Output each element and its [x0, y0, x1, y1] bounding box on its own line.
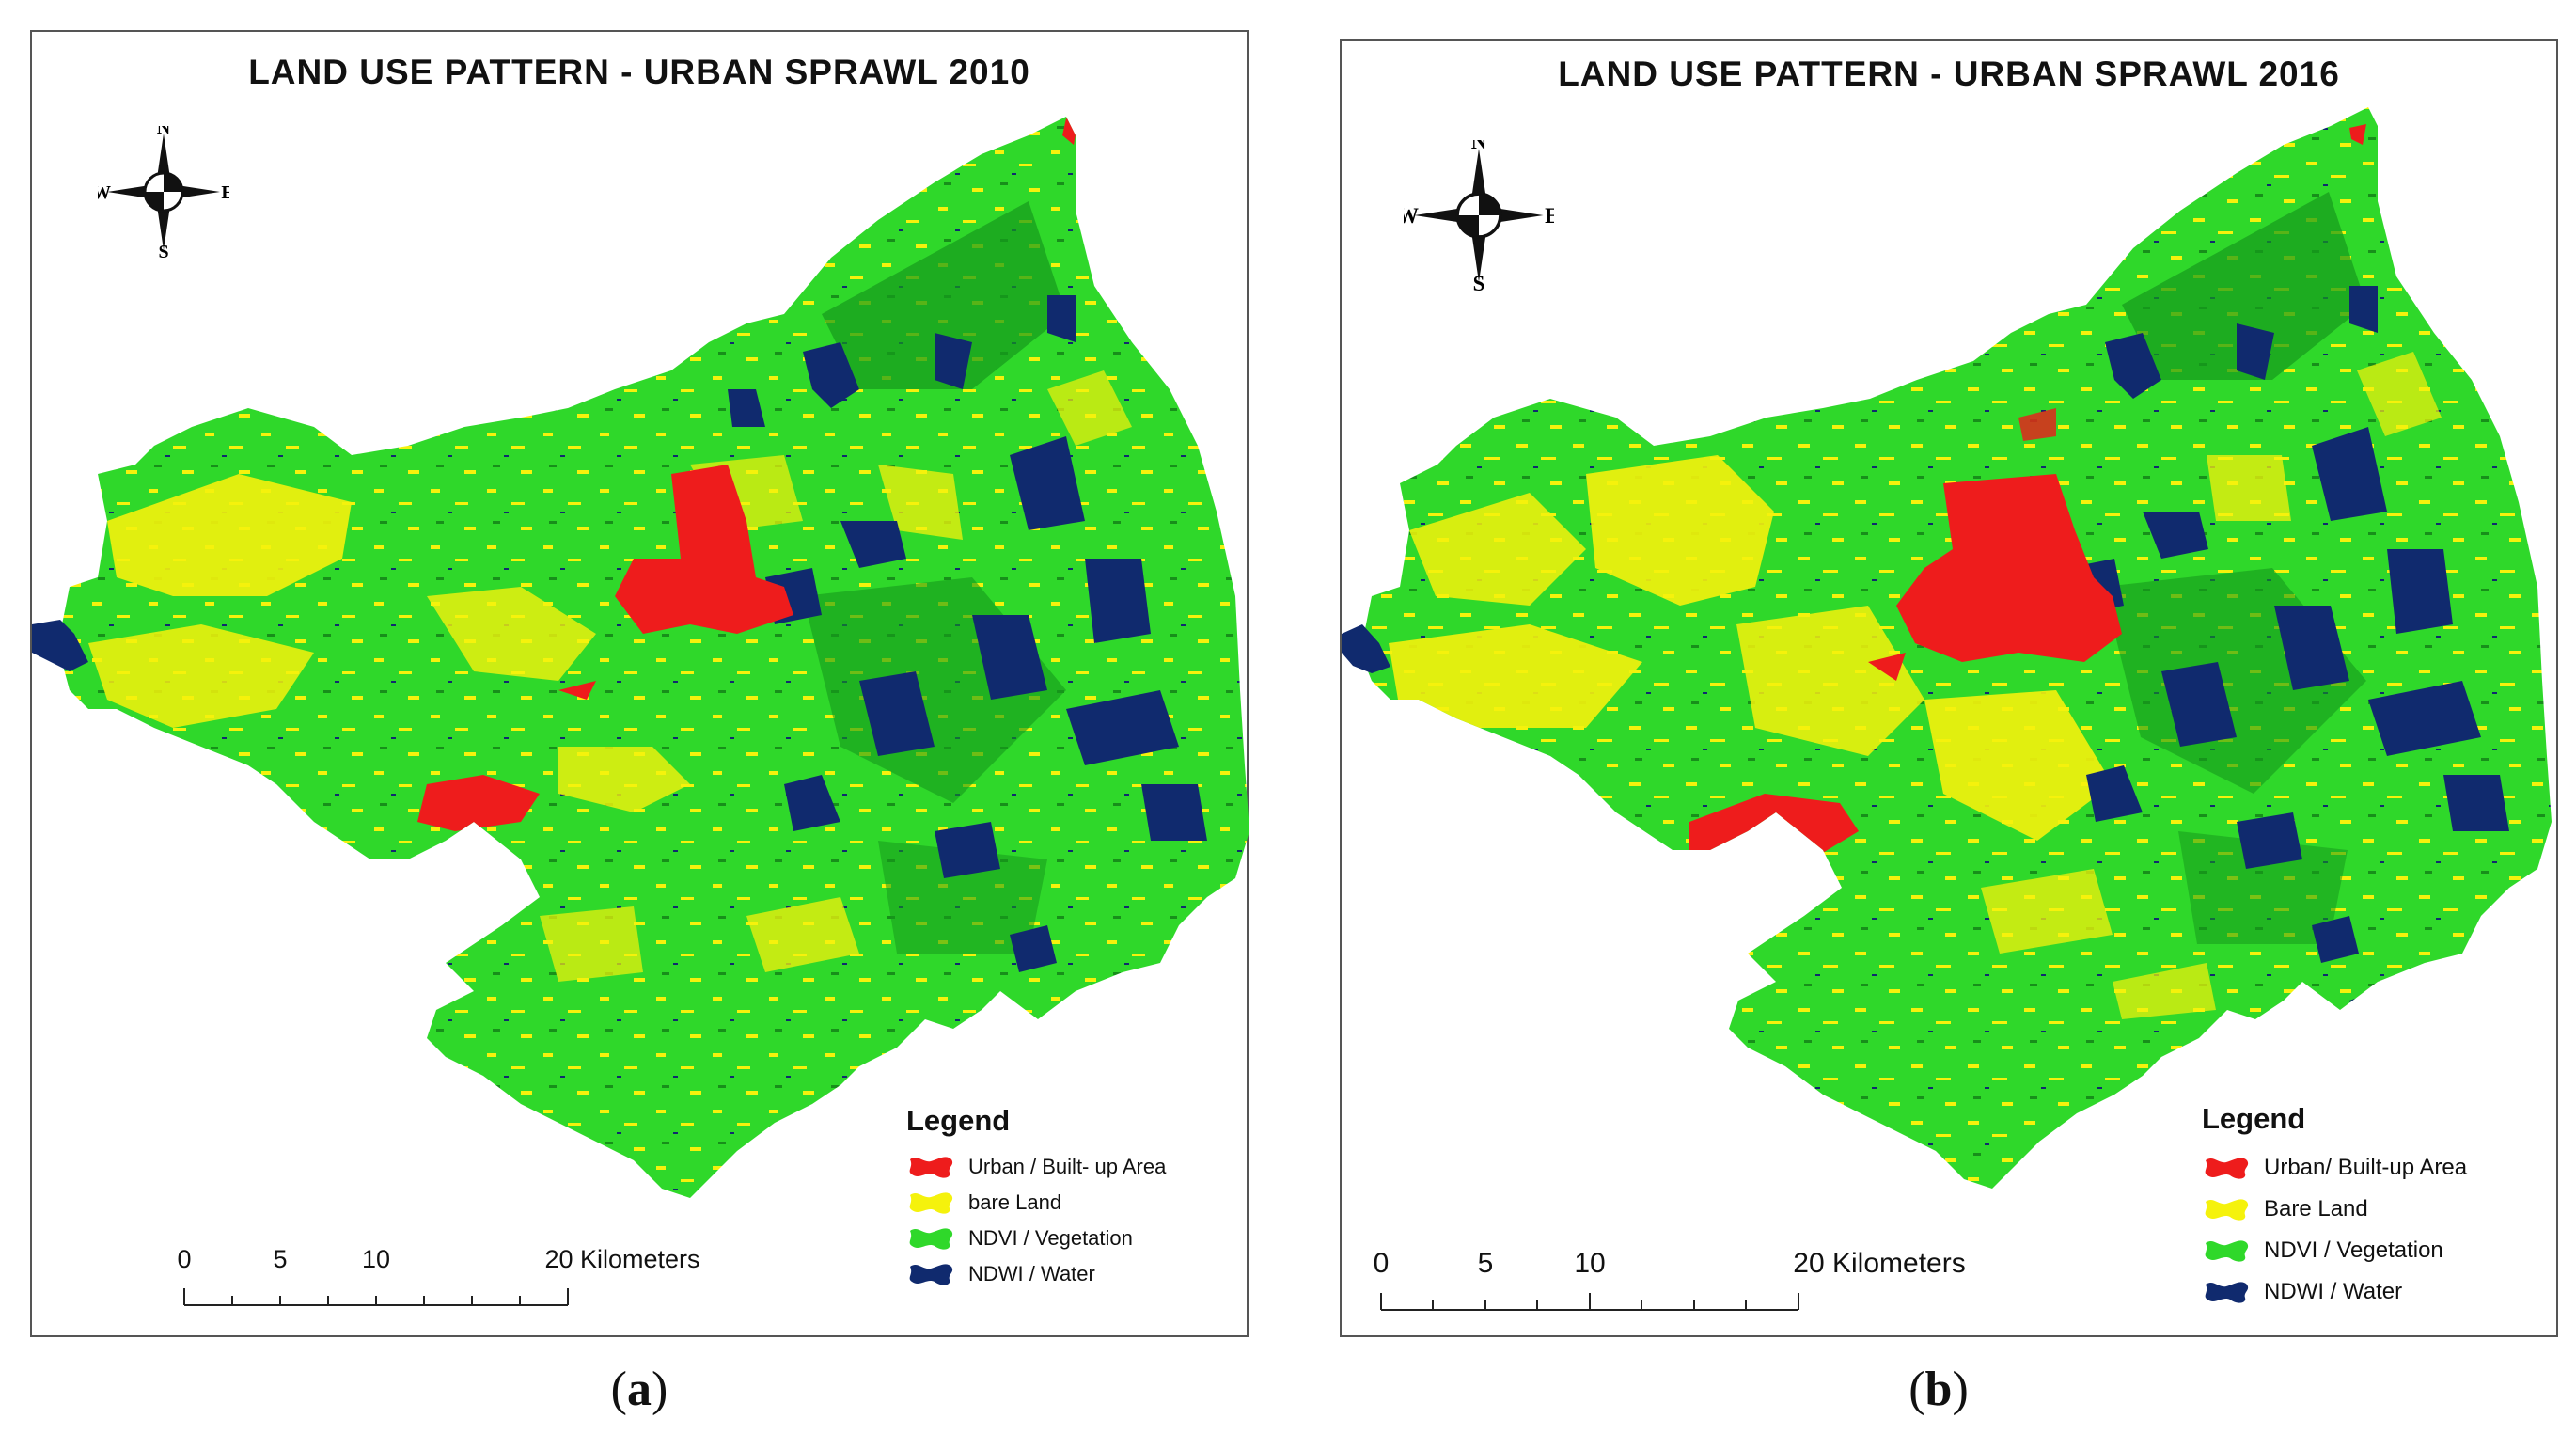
- legend-item-vegetation: NDVI / Vegetation: [2202, 1230, 2467, 1271]
- map-panel-a: LAND USE PATTERN - URBAN SPRAWL 2010 N S…: [30, 30, 1249, 1337]
- scale-tick-10: 10: [361, 1245, 391, 1273]
- compass-n: N: [1471, 140, 1487, 153]
- blob-swatch-icon: [909, 1228, 953, 1250]
- scale-ruler: [183, 1288, 569, 1306]
- scale-tick-0: 0: [177, 1245, 192, 1273]
- map-panel-b: LAND USE PATTERN - URBAN SPRAWL 2016 N S…: [1340, 39, 2558, 1337]
- land-use-map-2016: [1342, 107, 2552, 1189]
- scale-end-label: 20 Kilometers: [544, 1245, 700, 1273]
- map-title: LAND USE PATTERN - URBAN SPRAWL 2016: [1558, 55, 2340, 93]
- legend-label: NDWI / Water: [2264, 1279, 2403, 1304]
- legend-label: NDVI / Vegetation: [2264, 1237, 2443, 1263]
- blob-swatch-icon: [909, 1192, 953, 1214]
- blob-swatch-icon: [2205, 1199, 2249, 1221]
- scale-tick-10: 10: [1574, 1248, 1606, 1279]
- legend-item-water: NDWI / Water: [906, 1256, 1166, 1292]
- map-title: LAND USE PATTERN - URBAN SPRAWL 2010: [248, 53, 1030, 91]
- scale-end-label: 20 Kilometers: [1793, 1248, 1966, 1279]
- blob-swatch-icon: [2205, 1282, 2249, 1303]
- compass-s: S: [1473, 272, 1485, 291]
- compass-e: E: [221, 182, 229, 203]
- caption-b: (b): [1908, 1363, 1969, 1416]
- compass-e: E: [1545, 204, 1554, 228]
- scale-tick-5: 5: [1477, 1248, 1494, 1279]
- legend-label: Urban/ Built-up Area: [2264, 1155, 2468, 1180]
- compass-s: S: [158, 242, 168, 258]
- blob-swatch-icon: [2205, 1158, 2249, 1179]
- legend-title: Legend: [2202, 1102, 2306, 1135]
- legend-item-bare: bare Land: [906, 1185, 1166, 1221]
- legend-item-bare: Bare Land: [2202, 1189, 2467, 1230]
- legend: Legend Urban/ Built-up Area Bare Land ND…: [2202, 1102, 2467, 1313]
- scale-bar: 0 5 10 20 Kilometers: [1351, 1248, 1966, 1323]
- legend: Legend Urban / Built- up Area bare Land …: [906, 1104, 1166, 1292]
- legend-item-vegetation: NDVI / Vegetation: [906, 1221, 1166, 1256]
- legend-item-urban: Urban/ Built-up Area: [2202, 1147, 2467, 1189]
- legend-label: Urban / Built- up Area: [968, 1155, 1167, 1178]
- scale-tick-0: 0: [1373, 1248, 1390, 1279]
- scale-bar: 0 5 10 20 Kilometers: [154, 1245, 700, 1320]
- scale-tick-5: 5: [273, 1245, 288, 1273]
- scale-ruler: [1380, 1293, 1799, 1311]
- land-use-map-2010: [32, 117, 1249, 1198]
- blob-swatch-icon: [909, 1157, 953, 1178]
- compass-rose-icon: N S W E: [1404, 140, 1554, 291]
- legend-label: NDVI / Vegetation: [968, 1226, 1133, 1250]
- compass-n: N: [157, 126, 171, 138]
- legend-label: bare Land: [968, 1190, 1062, 1214]
- compass-rose-icon: N S W E: [98, 126, 229, 258]
- legend-item-water: NDWI / Water: [2202, 1271, 2467, 1313]
- legend-title: Legend: [906, 1104, 1011, 1137]
- legend-label: NDWI / Water: [968, 1262, 1095, 1285]
- compass-w: W: [1404, 204, 1419, 228]
- blob-swatch-icon: [909, 1264, 953, 1285]
- legend-label: Bare Land: [2264, 1196, 2368, 1221]
- caption-a: (a): [610, 1363, 668, 1416]
- legend-item-urban: Urban / Built- up Area: [906, 1149, 1166, 1185]
- blob-swatch-icon: [2205, 1240, 2249, 1262]
- compass-w: W: [98, 182, 111, 203]
